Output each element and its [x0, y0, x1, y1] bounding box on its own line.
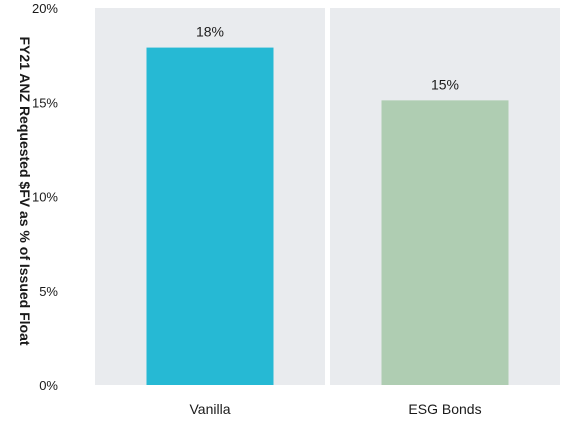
- y-tick-label: 0%: [39, 378, 58, 393]
- data-label-esg-bonds: 15%: [431, 76, 459, 92]
- bar-esg-bonds: [381, 100, 509, 386]
- y-tick-label: 5%: [39, 284, 58, 299]
- y-axis-label: FY21 ANZ Requested $FV as % of Issued Fl…: [17, 36, 33, 345]
- y-tick-label: 20%: [32, 1, 58, 16]
- y-tick-label: 15%: [32, 95, 58, 110]
- data-labels: 18% 15%: [196, 24, 459, 93]
- x-tick-label-esg-bonds: ESG Bonds: [408, 401, 481, 417]
- bar-vanilla: [146, 47, 274, 386]
- x-axis-categories: Vanilla ESG Bonds: [190, 401, 482, 417]
- bars: [146, 47, 509, 386]
- y-tick-label: 10%: [32, 190, 58, 205]
- x-tick-label-vanilla: Vanilla: [190, 401, 231, 417]
- y-axis-ticks: 0% 5% 10% 15% 20%: [32, 1, 58, 393]
- data-label-vanilla: 18%: [196, 24, 224, 40]
